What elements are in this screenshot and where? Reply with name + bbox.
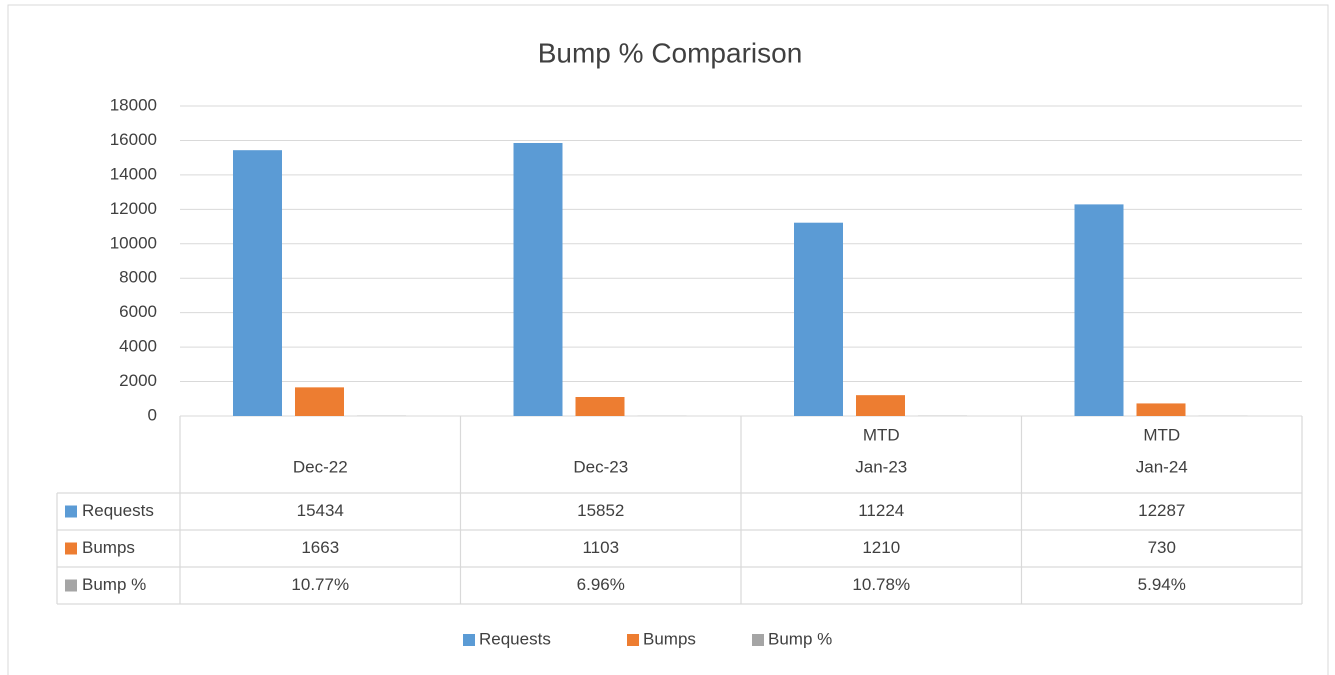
table-cell: 11224 xyxy=(858,501,904,520)
bar xyxy=(513,142,563,416)
x-tick-label: MTD xyxy=(863,425,900,444)
table-cell: 730 xyxy=(1148,538,1176,557)
y-tick-label: 8000 xyxy=(119,268,157,287)
table-cell: 15852 xyxy=(577,501,624,520)
table-legend-key xyxy=(65,579,77,592)
y-tick-label: 4000 xyxy=(119,337,157,356)
table-cell: 15434 xyxy=(297,501,344,520)
bar xyxy=(1074,204,1124,416)
y-tick-label: 0 xyxy=(148,405,157,424)
table-cell: 10.78% xyxy=(852,575,910,594)
table-cell: 6.96% xyxy=(577,575,625,594)
table-row-label: Requests xyxy=(82,501,154,520)
y-tick-label: 16000 xyxy=(110,130,157,149)
legend-key xyxy=(463,634,475,646)
table-legend-key xyxy=(65,505,77,518)
legend-key xyxy=(752,634,764,646)
bar xyxy=(1136,403,1186,416)
legend-label: Bumps xyxy=(643,629,696,648)
table-cell: 10.77% xyxy=(291,575,349,594)
table-cell: 1210 xyxy=(862,538,900,557)
chart-title: Bump % Comparison xyxy=(538,37,803,68)
table-legend-key xyxy=(65,542,77,555)
bar xyxy=(233,150,282,417)
table-cell: 1663 xyxy=(301,538,339,557)
table-cell: 5.94% xyxy=(1138,575,1186,594)
y-tick-label: 6000 xyxy=(119,302,157,321)
table-row-label: Bumps xyxy=(82,538,135,557)
table-cell: 12287 xyxy=(1138,501,1185,520)
x-tick-label: Jan-23 xyxy=(855,457,907,476)
y-tick-label: 14000 xyxy=(110,164,157,183)
y-tick-label: 12000 xyxy=(110,199,157,218)
bar xyxy=(794,222,843,416)
table-cell: 1103 xyxy=(582,538,619,557)
legend-label: Bump % xyxy=(768,629,832,648)
table-row-label: Bump % xyxy=(82,575,146,594)
y-tick-label: 10000 xyxy=(110,233,157,252)
bar xyxy=(856,395,905,416)
x-tick-label: MTD xyxy=(1143,425,1180,444)
bar xyxy=(575,397,625,416)
x-tick-label: Dec-22 xyxy=(293,457,348,476)
y-tick-label: 2000 xyxy=(119,371,157,390)
legend-key xyxy=(627,634,639,646)
x-tick-label: Jan-24 xyxy=(1136,457,1188,476)
bar xyxy=(295,387,344,416)
y-tick-label: 18000 xyxy=(110,95,157,114)
x-tick-label: Dec-23 xyxy=(573,457,628,476)
legend-label: Requests xyxy=(479,629,551,648)
